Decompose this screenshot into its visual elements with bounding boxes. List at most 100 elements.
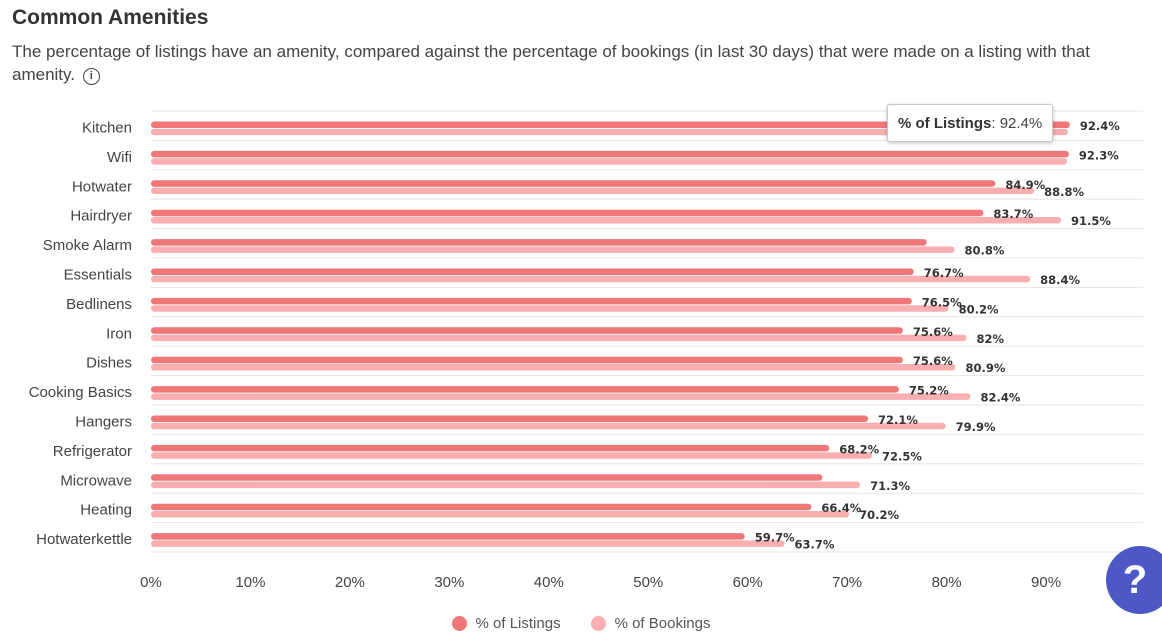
x-tick-label: 80% <box>932 574 962 591</box>
x-tick-label: 50% <box>633 574 663 591</box>
category-label: Hairdryer <box>70 208 132 225</box>
data-label-bookings: 88.4% <box>1040 273 1080 287</box>
x-tick-label: 0% <box>140 574 162 591</box>
bar-listings[interactable] <box>151 121 1070 129</box>
bar-bookings[interactable] <box>151 334 967 342</box>
legend-item-listings[interactable]: % of Listings <box>451 615 561 632</box>
bar-bookings[interactable] <box>151 364 956 371</box>
data-label-listings: 72.1% <box>878 413 918 427</box>
info-circle-icon[interactable]: i <box>82 68 100 85</box>
bars[interactable] <box>151 121 1070 547</box>
bar-listings[interactable] <box>151 180 996 187</box>
chart-subtitle: The percentage of listings have an ameni… <box>12 40 1152 86</box>
category-label: Cooking Basics <box>29 384 132 401</box>
bar-bookings[interactable] <box>151 158 1067 165</box>
data-label-bookings: 80.9% <box>966 361 1006 375</box>
x-axis-ticks: 0%10%20%30%40%50%60%70%80%90%100% <box>140 574 1162 591</box>
bar-bookings[interactable] <box>151 452 873 459</box>
tooltip-separator: : <box>991 114 1000 132</box>
data-label-listings: 76.5% <box>922 295 962 309</box>
data-label-bookings: 79.9% <box>956 420 996 434</box>
category-label: Hotwater <box>72 178 132 195</box>
bar-bookings[interactable] <box>151 511 850 518</box>
bar-listings[interactable] <box>151 533 745 540</box>
legend-label-bookings: % of Bookings <box>614 615 711 632</box>
category-label: Iron <box>106 325 132 342</box>
tooltip-value: 92.4% <box>999 114 1043 132</box>
chart-title: Common Amenities <box>12 6 209 29</box>
x-tick-label: 60% <box>733 574 763 591</box>
category-label: Bedlinens <box>66 296 132 313</box>
x-tick-label: 30% <box>434 574 464 591</box>
data-label-bookings: 80.2% <box>959 302 999 316</box>
bar-listings[interactable] <box>151 474 823 481</box>
data-label-listings: 59.7% <box>755 531 795 545</box>
legend-label-listings: % of Listings <box>475 615 561 632</box>
bar-listings[interactable] <box>151 503 812 511</box>
bar-listings[interactable] <box>151 356 903 364</box>
legend-dot-listings <box>451 616 467 631</box>
bar-listings[interactable] <box>151 209 984 217</box>
bar-bookings[interactable] <box>151 422 946 430</box>
bar-bookings[interactable] <box>151 305 949 312</box>
category-label: Dishes <box>86 355 132 372</box>
help-button[interactable]: ? <box>1106 546 1162 614</box>
category-label: Wifi <box>107 149 132 166</box>
bar-bookings[interactable] <box>151 275 1031 283</box>
bar-listings[interactable] <box>151 297 912 305</box>
category-labels: Kitchen Wifi Hotwater Hairdryer Smoke Alarm E… <box>29 120 132 549</box>
data-label-listings: 92.4% <box>1080 119 1120 133</box>
category-label: Microwave <box>60 472 132 489</box>
bar-listings[interactable] <box>151 327 903 334</box>
data-label-bookings: 71.3% <box>870 479 910 493</box>
bar-listings[interactable] <box>151 386 899 393</box>
x-tick-label: 90% <box>1031 574 1061 591</box>
category-label: Smoke Alarm <box>43 237 132 254</box>
x-tick-label: 20% <box>335 574 365 591</box>
data-label-listings: 68.2% <box>839 442 879 456</box>
data-label-bookings: 91.5% <box>1071 214 1111 228</box>
bar-listings[interactable] <box>151 444 830 452</box>
data-label-listings: 75.6% <box>913 354 953 368</box>
bar-bookings[interactable] <box>151 393 971 400</box>
data-label-bookings: 82.4% <box>980 391 1020 405</box>
data-label-listings: 66.4% <box>821 501 861 515</box>
bar-bookings[interactable] <box>151 481 861 489</box>
bar-listings[interactable] <box>151 150 1069 158</box>
data-label-listings: 83.7% <box>993 207 1033 221</box>
bar-bookings[interactable] <box>151 540 785 547</box>
bar-listings[interactable] <box>151 239 927 246</box>
bar-tooltip: % of Listings: 92.4% <box>887 104 1054 142</box>
category-label: Hotwaterkettle <box>36 531 132 548</box>
bar-bookings[interactable] <box>151 246 955 253</box>
data-label-bookings: 70.2% <box>859 508 899 522</box>
subtitle-text: The percentage of listings have an ameni… <box>12 42 1090 84</box>
category-label: Essentials <box>64 267 132 284</box>
bar-listings[interactable] <box>151 268 914 276</box>
x-tick-label: 70% <box>832 574 862 591</box>
tooltip-label: % of Listings <box>898 114 992 132</box>
bar-listings[interactable] <box>151 415 869 423</box>
category-label: Heating <box>80 502 132 519</box>
data-label-listings: 76.7% <box>924 266 964 280</box>
data-label-listings: 84.9% <box>1005 178 1045 192</box>
legend-dot-bookings <box>590 616 606 631</box>
data-label-bookings: 82% <box>976 332 1004 346</box>
data-label-bookings: 80.8% <box>965 244 1005 258</box>
legend-item-bookings[interactable]: % of Bookings <box>590 615 711 632</box>
bar-bookings[interactable] <box>151 187 1035 195</box>
bar-bookings[interactable] <box>151 217 1061 224</box>
data-labels: 92.4% 92.3% 84.9%88.8% 83.7% 91.5% 80.8%76.7%… <box>755 119 1121 552</box>
bar-bookings[interactable] <box>151 128 1068 136</box>
data-label-listings: 75.6% <box>913 325 953 339</box>
data-label-bookings: 88.8% <box>1044 185 1084 199</box>
category-label: Hangers <box>75 414 132 431</box>
data-label-listings: 92.3% <box>1079 148 1119 162</box>
grid-lines <box>151 110 1143 553</box>
question-mark-icon: ? <box>1122 557 1148 602</box>
x-tick-label: 10% <box>235 574 265 591</box>
category-label: Refrigerator <box>53 443 132 460</box>
data-label-listings: 75.2% <box>909 384 949 398</box>
data-label-bookings: 63.7% <box>794 538 834 552</box>
